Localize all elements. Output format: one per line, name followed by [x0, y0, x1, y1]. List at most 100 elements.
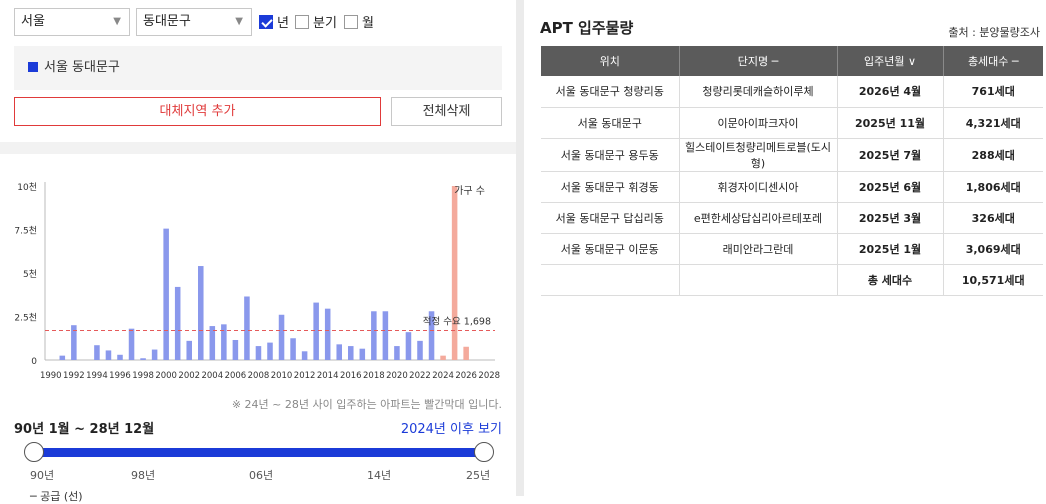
chart-bar: [394, 346, 400, 360]
chart-bar: [336, 344, 342, 360]
x-tick-label: 2000: [155, 371, 177, 381]
x-tick-label: 2012: [294, 371, 316, 381]
total-value: 10,571세대: [943, 264, 1043, 296]
table-row[interactable]: 서울 동대문구 이문아이파크자이 2025년 11월 4,321세대: [541, 107, 1043, 139]
header-total-units[interactable]: 총세대수 ─: [943, 46, 1043, 76]
header-location[interactable]: 위치: [541, 46, 680, 76]
chart-bar: [244, 296, 250, 360]
x-tick-label: 2020: [386, 371, 408, 381]
cell-location: 서울 동대문구 청량리동: [541, 76, 680, 108]
cell-location: 서울 동대문구 휘경동: [541, 171, 680, 203]
range-end-handle[interactable]: [474, 442, 494, 462]
chart-bar: [440, 355, 446, 360]
x-tick-label: 2022: [409, 371, 431, 381]
chart-bar: [348, 346, 354, 360]
range-label: 98년: [131, 469, 156, 482]
chart-bar: [163, 228, 169, 360]
cell-location: 서울 동대문구 용두동: [541, 138, 680, 172]
empty-cell: [679, 264, 838, 296]
chart-bar: [301, 351, 308, 360]
chart-bar: [313, 302, 319, 360]
chart-bar: [186, 340, 192, 360]
table-row[interactable]: 서울 동대문구 이문동 래미안라그란데 2025년 1월 3,069세대: [541, 233, 1043, 265]
table-header-row: 위치 단지명 ─ 입주년월 ∨ 총세대수 ─: [541, 46, 1043, 76]
x-tick-label: 1996: [109, 371, 131, 381]
left-panel: 서울 ▼ 동대문구 ▼ 년 분기 월 서울 동대문구 대체지역 추가 전체삭제 …: [0, 0, 516, 503]
x-tick-label: 2016: [340, 371, 362, 381]
city-select[interactable]: 서울 ▼: [14, 8, 130, 36]
cell-move-in-date: 2025년 7월: [837, 138, 944, 172]
chart-bar: [71, 325, 77, 360]
table-row[interactable]: 서울 동대문구 청량리동 청량리롯데캐슬하이루체 2026년 4월 761세대: [541, 76, 1043, 108]
apt-supply-title: APT 입주물량: [540, 19, 634, 37]
cell-move-in-date: 2025년 11월: [837, 107, 944, 139]
chart-bar: [94, 345, 100, 360]
header-complex-name[interactable]: 단지명 ─: [679, 46, 838, 76]
add-region-button[interactable]: 대체지역 추가: [14, 97, 381, 126]
range-label: 06년: [249, 469, 274, 482]
chevron-down-icon: ▼: [113, 16, 121, 27]
cell-location: 서울 동대문구: [541, 107, 680, 139]
chart-bar: [128, 328, 135, 360]
cell-complex-name: 힐스테이트청량리메트로블(도시형): [679, 138, 838, 172]
cell-total-units: 4,321세대: [943, 107, 1043, 139]
after-2024-link[interactable]: 2024년 이후 보기: [400, 422, 502, 437]
city-select-value: 서울: [21, 14, 45, 29]
district-select[interactable]: 동대문구 ▼: [136, 8, 252, 36]
chart-bar: [209, 326, 216, 360]
y-tick-label: 5천: [23, 269, 37, 280]
cell-move-in-date: 2025년 1월: [837, 233, 944, 265]
legend-supply-line: ─ 공급 (선): [30, 490, 83, 503]
table-row[interactable]: 서울 동대문구 용두동 힐스테이트청량리메트로블(도시형) 2025년 7월 288세…: [541, 138, 1043, 172]
chart-bar: [174, 286, 181, 360]
district-select-value: 동대문구: [143, 14, 191, 29]
panel-divider: [516, 0, 524, 496]
cell-move-in-date: 2026년 4월: [837, 76, 944, 108]
cell-complex-name: 휘경자이디센시아: [679, 171, 838, 203]
apt-supply-table: 위치 단지명 ─ 입주년월 ∨ 총세대수 ─ 서울 동대문구 청량리동 청량리롯데…: [541, 46, 1043, 296]
x-tick-label: 1992: [63, 371, 85, 381]
period-month-label: 월: [362, 16, 374, 31]
cell-move-in-date: 2025년 6월: [837, 171, 944, 203]
period-quarter-label: 분기: [313, 16, 337, 31]
period-year-label: 년: [277, 16, 289, 31]
period-quarter-checkbox[interactable]: 분기: [295, 12, 337, 31]
checkbox-checked-icon: [259, 14, 273, 29]
cell-location: 서울 동대문구 답십리동: [541, 202, 680, 234]
x-tick-label: 2014: [317, 371, 339, 381]
chart-note: ※ 24년 ~ 28년 사이 입주하는 아파트는 빨간막대 입니다.: [231, 398, 502, 411]
selected-region-label: 서울 동대문구: [44, 60, 120, 75]
checkbox-icon: [295, 14, 309, 29]
delete-all-button[interactable]: 전체삭제: [391, 97, 502, 126]
table-row[interactable]: 서울 동대문구 답십리동 e편한세상답십리아르테포레 2025년 3월 326세대: [541, 202, 1043, 234]
x-tick-label: 1990: [40, 371, 62, 381]
cell-total-units: 761세대: [943, 76, 1043, 108]
table-total-row: 총 세대수 10,571세대: [541, 264, 1043, 296]
x-tick-label: 1998: [132, 371, 154, 381]
chart-bar: [267, 342, 273, 360]
cell-total-units: 1,806세대: [943, 171, 1043, 203]
chart-bar: [451, 186, 458, 360]
x-tick-label: 2006: [225, 371, 247, 381]
x-tick-label: 2010: [271, 371, 293, 381]
range-slider-track[interactable]: [34, 448, 484, 457]
cell-complex-name: e편한세상답십리아르테포레: [679, 202, 838, 234]
cell-complex-name: 래미안라그란데: [679, 233, 838, 265]
y-tick-label: 10천: [17, 182, 37, 193]
y-axis-label: 가구 수: [454, 185, 485, 197]
range-label: 14년: [367, 469, 392, 482]
cell-complex-name: 청량리롯데캐슬하이루체: [679, 76, 838, 108]
chart-bar: [198, 266, 204, 360]
chevron-down-icon: ▼: [235, 16, 243, 27]
header-move-in-date[interactable]: 입주년월 ∨: [837, 46, 944, 76]
range-start-handle[interactable]: [24, 442, 44, 462]
table-row[interactable]: 서울 동대문구 휘경동 휘경자이디센시아 2025년 6월 1,806세대: [541, 171, 1043, 203]
period-year-checkbox[interactable]: 년: [259, 12, 289, 31]
cell-location: 서울 동대문구 이문동: [541, 233, 680, 265]
chart-bar: [221, 324, 227, 360]
chart-bar: [428, 311, 435, 360]
cell-complex-name: 이문아이파크자이: [679, 107, 838, 139]
period-month-checkbox[interactable]: 월: [344, 12, 374, 31]
cell-total-units: 326세대: [943, 202, 1043, 234]
checkbox-icon: [344, 14, 358, 29]
